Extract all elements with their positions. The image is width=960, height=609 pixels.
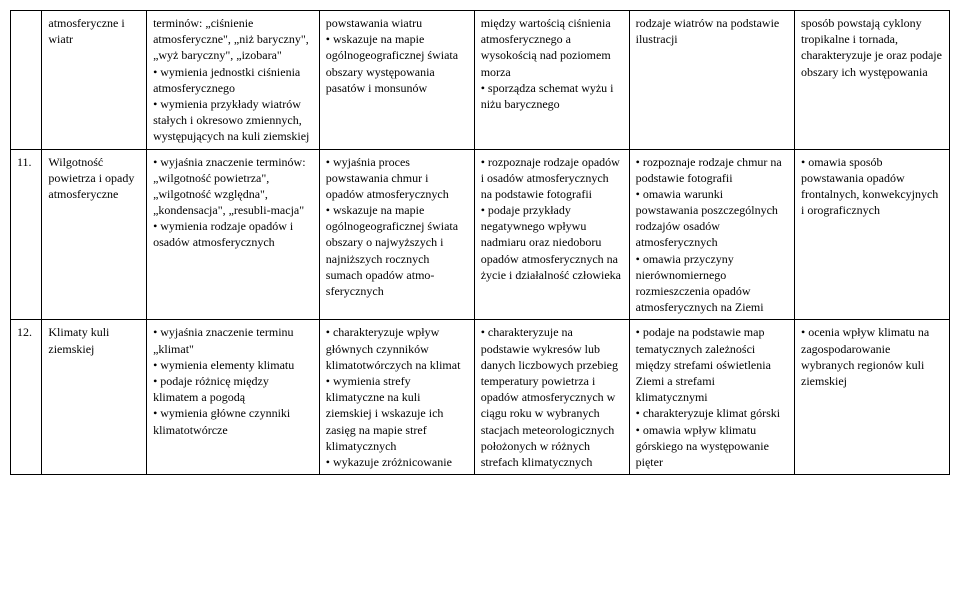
- row-number: 11.: [11, 149, 42, 320]
- row-cell: • omawia sposób powstawania opadów front…: [795, 149, 950, 320]
- row-cell: • charakteryzuje na podstawie wykresów l…: [474, 320, 629, 475]
- row-cell: rodzaje wiatrów na podstawie ilustracji: [629, 11, 794, 150]
- row-cell: powstawania wiatru • wskazuje na mapie o…: [319, 11, 474, 150]
- row-cell: między wartością ciśnienia atmosferyczne…: [474, 11, 629, 150]
- row-topic: atmosferyczne i wiatr: [42, 11, 147, 150]
- curriculum-table: atmosferyczne i wiatr terminów: „ciśnien…: [10, 10, 950, 475]
- table-row: 12. Klimaty kuli ziemskiej • wyjaśnia zn…: [11, 320, 950, 475]
- table-row: atmosferyczne i wiatr terminów: „ciśnien…: [11, 11, 950, 150]
- row-cell: • wyjaśnia znaczenie terminów: „wilgotno…: [147, 149, 320, 320]
- row-number: [11, 11, 42, 150]
- row-cell: • wyjaśnia znaczenie terminu „klimat" • …: [147, 320, 320, 475]
- row-cell: • rozpoznaje rodzaje chmur na podstawie …: [629, 149, 794, 320]
- row-cell: • podaje na podstawie map tematycznych z…: [629, 320, 794, 475]
- row-cell: • ocenia wpływ klimatu na zagospodarowan…: [795, 320, 950, 475]
- row-cell: terminów: „ciśnienie atmosferyczne", „ni…: [147, 11, 320, 150]
- row-cell: • charakteryzuje wpływ głównych czynnikó…: [319, 320, 474, 475]
- row-cell: • rozpoznaje rodzaje opadów i osadów atm…: [474, 149, 629, 320]
- row-number: 12.: [11, 320, 42, 475]
- row-cell: • wyjaśnia proces powstawania chmur i op…: [319, 149, 474, 320]
- row-cell: sposób powstają cyklony tropikalne i tor…: [795, 11, 950, 150]
- row-topic: Wilgotność powietrza i opady atmosferycz…: [42, 149, 147, 320]
- row-topic: Klimaty kuli ziemskiej: [42, 320, 147, 475]
- table-row: 11. Wilgotność powietrza i opady atmosfe…: [11, 149, 950, 320]
